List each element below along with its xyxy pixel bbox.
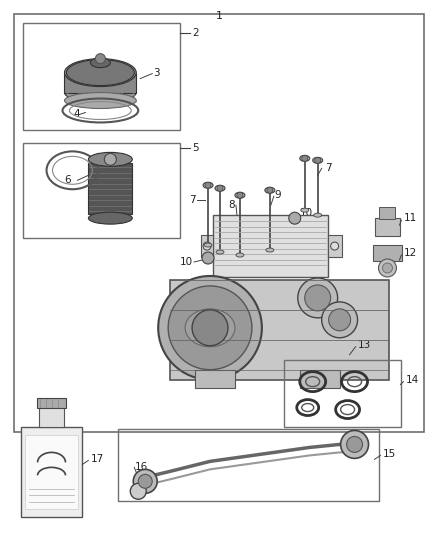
Bar [372,245,403,261]
Bar [23,143,180,238]
Bar [213,215,328,277]
Bar [25,435,78,509]
Circle shape [104,154,117,165]
Bar [37,398,67,408]
Ellipse shape [64,83,136,102]
Circle shape [378,259,396,277]
Text: 12: 12 [403,248,417,258]
Ellipse shape [235,192,245,198]
Bar [328,235,342,257]
Ellipse shape [313,157,323,163]
Circle shape [237,192,243,198]
Bar [195,370,235,387]
Bar [14,14,424,432]
Bar [39,406,64,427]
Ellipse shape [88,212,132,224]
Circle shape [341,431,368,458]
Circle shape [305,285,331,311]
Circle shape [202,252,214,264]
Text: 10: 10 [300,208,313,218]
Ellipse shape [203,182,213,188]
Circle shape [267,187,273,193]
Bar [170,280,389,379]
Circle shape [289,212,301,224]
Ellipse shape [67,60,134,86]
Ellipse shape [88,152,132,166]
Text: 7: 7 [325,163,331,173]
Circle shape [331,242,339,250]
Bar [118,430,379,501]
Ellipse shape [215,185,225,191]
Bar [201,235,213,257]
Circle shape [168,286,252,370]
Circle shape [298,278,338,318]
Text: 15: 15 [382,449,396,459]
Text: 5: 5 [192,143,199,154]
Circle shape [133,470,157,493]
Ellipse shape [236,253,244,257]
Text: 8: 8 [228,200,235,210]
Ellipse shape [265,187,275,193]
Ellipse shape [266,248,274,252]
Circle shape [205,182,211,188]
Ellipse shape [301,208,309,212]
Text: 6: 6 [64,175,71,185]
Circle shape [314,157,321,163]
Circle shape [382,263,392,273]
Text: 2: 2 [192,28,199,38]
Text: 11: 11 [403,213,417,223]
Ellipse shape [314,213,321,217]
Circle shape [158,276,262,379]
Text: 13: 13 [357,340,371,350]
Ellipse shape [216,250,224,254]
Polygon shape [88,163,132,214]
Circle shape [302,155,308,161]
Bar [379,207,396,219]
Circle shape [192,310,228,346]
Ellipse shape [204,243,212,247]
Ellipse shape [300,155,310,161]
Ellipse shape [90,58,110,68]
Ellipse shape [64,59,136,86]
Circle shape [346,437,363,453]
Polygon shape [64,72,136,93]
Text: 14: 14 [406,375,419,385]
Text: 1: 1 [215,11,223,21]
Circle shape [321,302,357,338]
Text: 17: 17 [90,455,104,464]
Text: 9: 9 [275,190,282,200]
Circle shape [203,242,211,250]
Text: 4: 4 [74,109,80,119]
Bar [284,360,401,427]
Text: 7: 7 [190,195,196,205]
Circle shape [217,185,223,191]
Circle shape [138,474,152,488]
Ellipse shape [64,93,136,109]
Ellipse shape [185,309,235,347]
Bar [300,370,339,387]
Circle shape [130,483,146,499]
Text: 16: 16 [135,462,148,472]
Circle shape [328,309,350,331]
Bar [23,23,180,131]
Circle shape [95,54,106,63]
Text: 10: 10 [180,257,193,267]
Bar [21,427,82,517]
Text: 3: 3 [153,68,160,78]
Bar [374,218,400,236]
